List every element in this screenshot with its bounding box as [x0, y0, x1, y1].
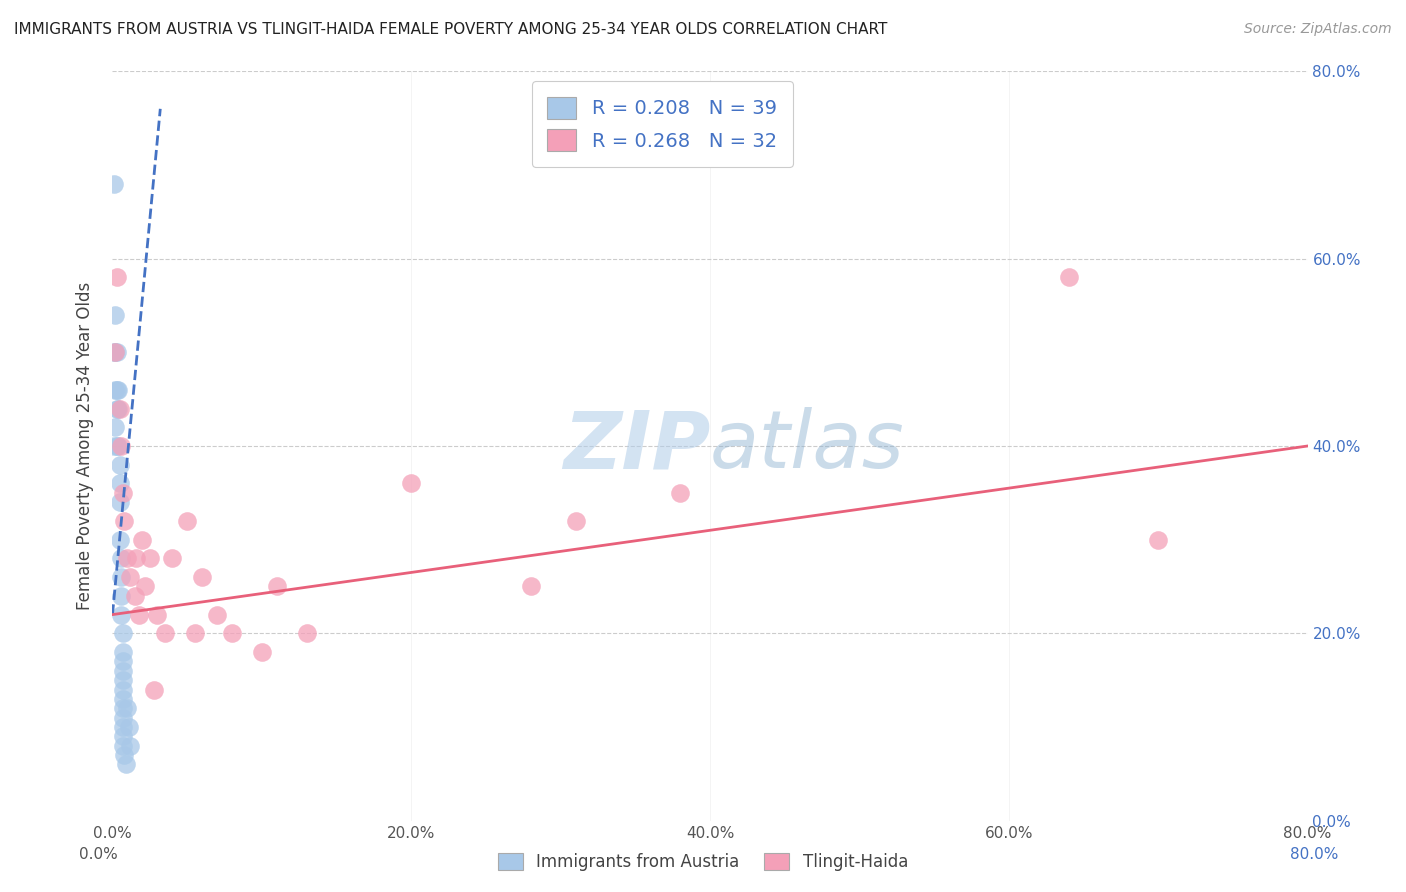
Point — [134, 580, 156, 594]
Point — [176, 514, 198, 528]
Point — [110, 551, 132, 566]
Point — [103, 439, 125, 453]
Point — [110, 607, 132, 622]
Point — [105, 345, 128, 359]
Point — [401, 476, 423, 491]
Point — [118, 720, 141, 734]
Point — [107, 439, 129, 453]
Point — [104, 420, 127, 434]
Point — [183, 626, 205, 640]
Point — [104, 383, 127, 397]
Point — [111, 664, 134, 678]
Point — [111, 730, 134, 744]
Point — [108, 458, 131, 472]
Point — [117, 701, 139, 715]
Point — [124, 589, 146, 603]
Point — [108, 533, 131, 547]
Point — [105, 439, 128, 453]
Point — [120, 570, 142, 584]
Point — [108, 495, 131, 509]
Point — [104, 345, 127, 359]
Point — [103, 345, 125, 359]
Point — [205, 607, 228, 622]
Point — [143, 682, 166, 697]
Text: 0.0%: 0.0% — [79, 847, 118, 862]
Point — [114, 514, 135, 528]
Point — [153, 626, 176, 640]
Legend: R = 0.208   N = 39, R = 0.268   N = 32: R = 0.208 N = 39, R = 0.268 N = 32 — [531, 81, 793, 167]
Point — [266, 580, 288, 594]
Point — [104, 345, 127, 359]
Point — [104, 308, 127, 322]
Text: ZIP: ZIP — [562, 407, 710, 485]
Point — [1057, 270, 1080, 285]
Point — [111, 626, 134, 640]
Point — [110, 589, 132, 603]
Legend: Immigrants from Austria, Tlingit-Haida: Immigrants from Austria, Tlingit-Haida — [489, 845, 917, 880]
Point — [108, 476, 131, 491]
Y-axis label: Female Poverty Among 25-34 Year Olds: Female Poverty Among 25-34 Year Olds — [76, 282, 94, 610]
Point — [221, 626, 243, 640]
Text: 80.0%: 80.0% — [1291, 847, 1339, 862]
Point — [520, 580, 543, 594]
Point — [105, 401, 128, 416]
Point — [111, 486, 134, 500]
Point — [103, 177, 125, 191]
Point — [105, 383, 128, 397]
Text: Source: ZipAtlas.com: Source: ZipAtlas.com — [1244, 22, 1392, 37]
Point — [564, 514, 586, 528]
Point — [107, 383, 129, 397]
Point — [111, 710, 134, 724]
Point — [125, 551, 148, 566]
Point — [108, 401, 131, 416]
Point — [128, 607, 150, 622]
Point — [117, 551, 139, 566]
Point — [669, 486, 692, 500]
Point — [111, 645, 134, 659]
Point — [111, 655, 134, 669]
Point — [111, 692, 134, 706]
Text: atlas: atlas — [710, 407, 905, 485]
Point — [111, 673, 134, 688]
Point — [115, 757, 138, 772]
Point — [105, 270, 128, 285]
Point — [110, 439, 132, 453]
Point — [111, 682, 134, 697]
Point — [111, 720, 134, 734]
Point — [111, 701, 134, 715]
Point — [146, 607, 169, 622]
Point — [295, 626, 318, 640]
Point — [107, 401, 129, 416]
Point — [111, 739, 134, 753]
Point — [191, 570, 214, 584]
Point — [162, 551, 183, 566]
Point — [110, 570, 132, 584]
Point — [1147, 533, 1170, 547]
Point — [114, 747, 135, 762]
Point — [250, 645, 273, 659]
Point — [120, 739, 142, 753]
Point — [139, 551, 162, 566]
Point — [131, 533, 153, 547]
Text: IMMIGRANTS FROM AUSTRIA VS TLINGIT-HAIDA FEMALE POVERTY AMONG 25-34 YEAR OLDS CO: IMMIGRANTS FROM AUSTRIA VS TLINGIT-HAIDA… — [14, 22, 887, 37]
